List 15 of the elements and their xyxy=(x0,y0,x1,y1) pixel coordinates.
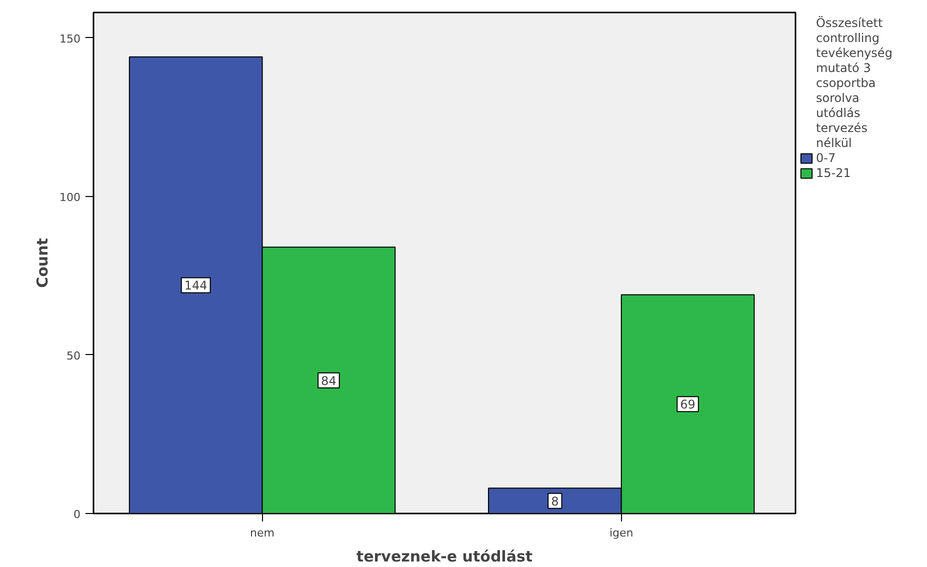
x-tick-label: igen xyxy=(609,526,634,540)
x-axis-title: terveznek-e utódlást xyxy=(356,548,533,566)
legend-label: 15-21 xyxy=(816,166,851,180)
y-tick-label: 0 xyxy=(74,508,80,521)
data-label: 69 xyxy=(680,398,696,412)
y-tick-label: 150 xyxy=(60,32,81,46)
y-tick-label: 100 xyxy=(60,190,81,204)
data-label: 84 xyxy=(321,374,336,388)
y-tick-label: 50 xyxy=(66,349,81,362)
y-axis-title: Count xyxy=(34,238,52,288)
data-label: 8 xyxy=(551,494,559,508)
data-label: 144 xyxy=(184,278,208,293)
text: Összesített controlling tevékenység mutató 3 csoportba sorolva utódlás tervezés nélkül xyxy=(816,16,892,150)
legend-label: 0-7 xyxy=(816,151,836,165)
x-tick-label: nem xyxy=(250,526,275,540)
